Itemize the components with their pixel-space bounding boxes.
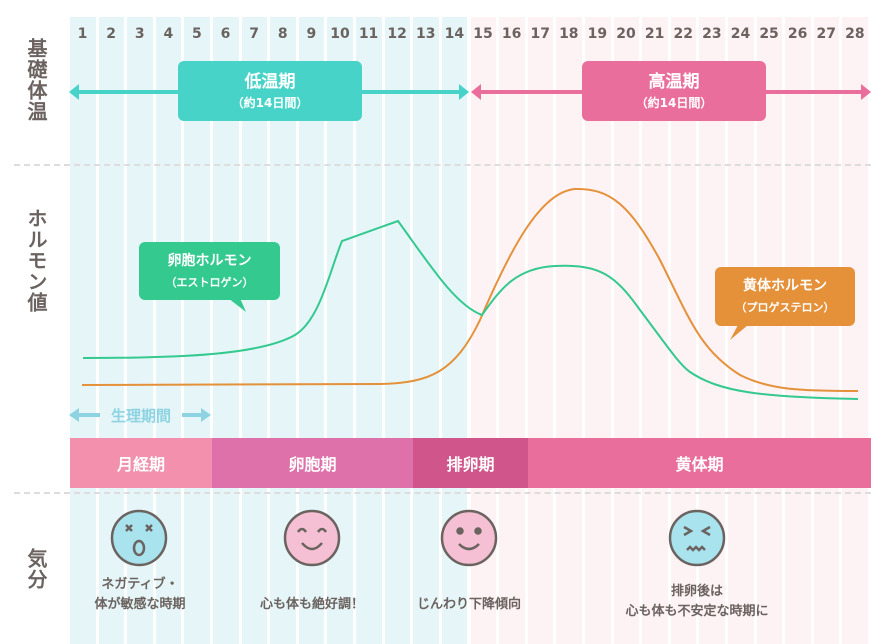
high-temp-title: 高温期 — [648, 72, 700, 92]
day-column — [184, 17, 211, 644]
day-number: 13 — [416, 26, 436, 42]
row-label-mood: 気分 — [24, 548, 48, 590]
day-number: 9 — [306, 26, 317, 42]
estrogen-subtitle: （エストロゲン） — [165, 276, 254, 289]
day-column — [842, 17, 868, 644]
day-number: 26 — [787, 26, 808, 42]
day-number: 27 — [816, 26, 837, 42]
low-temp-label: 低温期 （約14日間） — [178, 61, 362, 121]
mood-line: 心も体も不安定な時期に — [625, 604, 769, 619]
progesterone-title: 黄体ホルモン — [743, 278, 827, 294]
day-number: 23 — [702, 26, 722, 42]
day-column — [241, 17, 268, 644]
low-temp-title: 低温期 — [244, 72, 296, 92]
estrogen-title: 卵胞ホルモン — [167, 253, 252, 269]
estrogen-curve — [82, 219, 859, 400]
day-number: 12 — [387, 26, 407, 42]
mood-line: ネガティブ・ — [101, 577, 179, 592]
day-column — [213, 17, 239, 644]
row-label-hormone: ホルモン値 — [24, 208, 48, 313]
mood-line: 心も体も絶好調！ — [259, 597, 364, 612]
day-number: 18 — [559, 26, 579, 42]
day-number: 10 — [330, 26, 350, 42]
day-number: 15 — [473, 26, 493, 42]
day-column — [527, 17, 554, 644]
day-number: 21 — [644, 26, 665, 42]
day-number: 16 — [501, 26, 522, 42]
progesterone-label: 黄体ホルモン （プロゲステロン） — [715, 267, 855, 326]
phase-ovulation: 排卵期 — [413, 438, 528, 488]
day-column — [356, 17, 382, 644]
day-column — [70, 17, 96, 644]
mood-line: 体が敏感な時期 — [94, 597, 186, 612]
progesterone-subtitle: （プロゲステロン） — [735, 301, 835, 314]
day-number: 6 — [220, 26, 231, 42]
phase-luteal: 黄体期 — [528, 438, 871, 488]
day-number: 19 — [587, 26, 608, 42]
phase-menstrual: 月経期 — [70, 438, 212, 488]
mood-text-ovulation: じんわり下降傾向 — [394, 595, 544, 615]
estrogen-bubble-tail — [228, 298, 246, 312]
mood-text-luteal: 排卵後は心も体も不安定な時期に — [597, 582, 797, 622]
day-number: 20 — [616, 26, 636, 42]
day-number: 7 — [249, 26, 260, 42]
day-number: 8 — [277, 26, 288, 42]
day-column — [413, 17, 439, 644]
divider — [14, 164, 871, 166]
day-number: 4 — [163, 26, 174, 42]
day-column — [384, 17, 411, 644]
day-number: 25 — [759, 26, 779, 42]
day-number: 28 — [845, 26, 865, 42]
mood-line: 排卵後は — [670, 584, 723, 599]
menstruation-label: 生理期間 — [110, 407, 171, 425]
row-label-temperature: 基礎体温 — [24, 38, 48, 122]
day-column — [613, 17, 640, 644]
day-number: 1 — [77, 26, 88, 42]
mood-text-menstrual: ネガティブ・ 体が敏感な時期 — [70, 575, 210, 615]
day-column — [756, 17, 783, 644]
day-column — [499, 17, 525, 644]
estrogen-label: 卵胞ホルモン （エストロゲン） — [139, 242, 280, 300]
progesterone-bubble-tail — [730, 325, 748, 340]
day-column — [785, 17, 811, 644]
high-temp-label: 高温期 （約14日間） — [582, 61, 766, 121]
high-temp-duration: （約14日間） — [635, 96, 713, 110]
day-number: 14 — [444, 26, 465, 42]
day-number: 17 — [530, 26, 550, 42]
divider — [14, 492, 871, 494]
day-column — [556, 17, 582, 644]
mood-line: じんわり下降傾向 — [416, 597, 521, 612]
day-column — [813, 17, 840, 644]
low-temp-duration: （約14日間） — [231, 96, 309, 110]
day-number: 5 — [192, 26, 202, 42]
day-column — [584, 17, 611, 644]
menstruation-arrow — [69, 408, 211, 422]
day-number: 3 — [134, 26, 145, 42]
phase-follicular: 卵胞期 — [212, 438, 413, 488]
day-number: 24 — [730, 26, 751, 42]
progesterone-curve — [81, 187, 859, 392]
day-number: 2 — [106, 26, 116, 42]
day-number: 22 — [673, 26, 693, 42]
mood-text-follicular: 心も体も絶好調！ — [232, 595, 392, 615]
day-number: 11 — [358, 26, 379, 42]
